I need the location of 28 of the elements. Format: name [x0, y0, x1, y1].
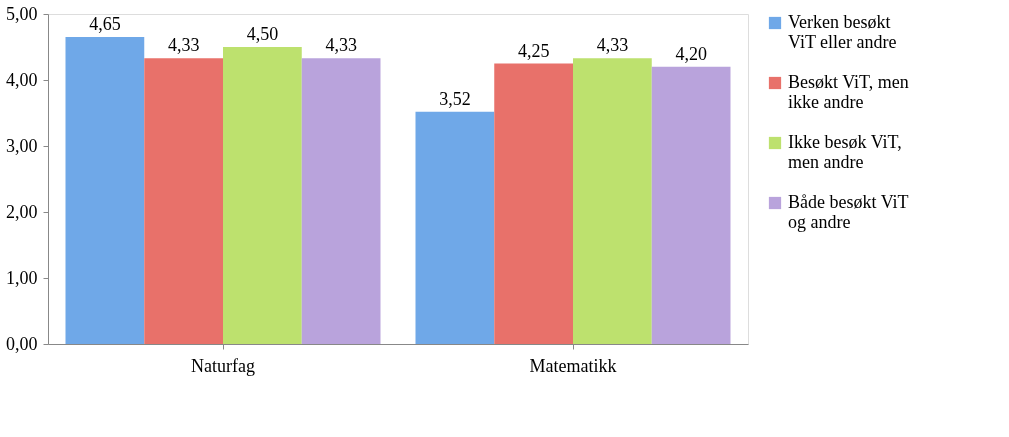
- legend-label: Besøkt ViT, men ikke andre: [788, 72, 909, 112]
- legend-label: Ikke besøk ViT, men andre: [788, 132, 902, 172]
- bar: [144, 58, 223, 344]
- bar: [651, 66, 731, 344]
- y-tick-label: 0,00: [6, 333, 38, 354]
- bar: [223, 47, 302, 344]
- y-tick-label: 1,00: [6, 267, 38, 288]
- bar: [573, 58, 652, 344]
- y-tick-label: 5,00: [6, 3, 38, 24]
- y-tick-label: 2,00: [6, 201, 38, 222]
- data-label: 4,25: [517, 40, 550, 61]
- y-tick-label: 4,00: [6, 69, 38, 90]
- y-tick-label: 3,00: [6, 135, 38, 156]
- bar: [301, 58, 381, 344]
- data-label: 4,65: [89, 14, 121, 35]
- data-label: 3,52: [439, 88, 471, 109]
- bar: [65, 37, 145, 344]
- x-tick-label: Matematikk: [529, 355, 617, 376]
- bar: [415, 111, 495, 344]
- data-label: 4,33: [325, 35, 357, 56]
- legend-label: Verken besøkt ViT eller andre: [788, 12, 897, 52]
- data-label: 4,20: [675, 43, 707, 64]
- legend-label: Både besøkt ViT og andre: [788, 192, 909, 232]
- data-label: 4,50: [246, 24, 279, 44]
- data-label: 4,33: [596, 35, 629, 56]
- bar: [494, 63, 573, 344]
- x-tick-label: Naturfag: [191, 355, 255, 376]
- data-label: 4,33: [167, 35, 200, 56]
